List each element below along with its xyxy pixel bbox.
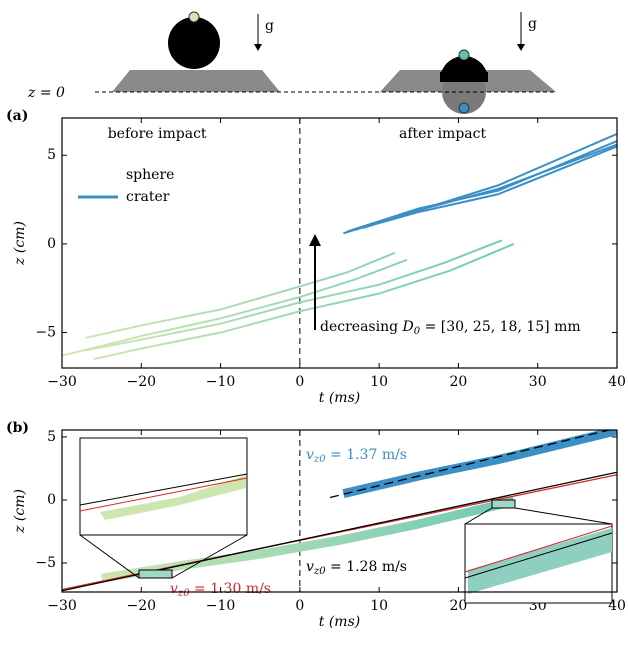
- zoom-connector: [514, 507, 613, 525]
- sphere: [168, 17, 220, 69]
- annotation: decreasing D0 = [30, 25, 18, 15] mm: [320, 319, 581, 337]
- text-part: = 1.37 m/s: [326, 447, 407, 463]
- legend-label: sphere: [126, 167, 174, 183]
- math-var: v: [306, 447, 314, 463]
- x-tick-label: 20: [450, 374, 468, 390]
- annotation: vz0 = 1.28 m/s: [306, 559, 407, 577]
- x-tick-label: −20: [127, 374, 157, 390]
- zoom-box: [138, 569, 173, 579]
- zoom-connector: [171, 534, 248, 579]
- panel-label: (b): [6, 420, 29, 436]
- inset-line: [464, 525, 613, 573]
- subscript: z0: [177, 588, 190, 599]
- x-tick-label: −10: [206, 598, 236, 614]
- y-axis-label: z (cm): [12, 489, 28, 534]
- subscript: 0: [414, 326, 421, 337]
- gravity-label: g: [265, 18, 274, 34]
- y-tick-label: 5: [47, 147, 56, 163]
- math-var: v: [170, 581, 178, 597]
- subscript: z0: [313, 566, 326, 577]
- text-part: decreasing: [320, 319, 403, 335]
- data-line: [343, 133, 617, 235]
- zoom-box: [491, 499, 516, 509]
- x-axis-label: t (ms): [319, 614, 360, 630]
- data-line: [342, 430, 617, 499]
- annotation: before impact: [108, 126, 207, 142]
- arrowhead: [309, 234, 321, 246]
- arrowhead: [254, 44, 262, 51]
- y-tick-label: −5: [35, 555, 56, 571]
- x-tick-label: 10: [370, 374, 388, 390]
- inset-line: [79, 477, 248, 512]
- zoom-connector: [79, 534, 140, 579]
- inset-line: [79, 473, 248, 506]
- subscript: z0: [313, 454, 326, 465]
- plot-frame: [61, 429, 618, 593]
- x-tick-label: 20: [450, 598, 468, 614]
- data-line: [362, 143, 617, 229]
- y-tick-label: 5: [47, 429, 56, 445]
- panel-label: (a): [6, 108, 28, 124]
- schematic: g g z = 0: [27, 11, 556, 114]
- x-tick-label: 30: [529, 374, 547, 390]
- data-line: [347, 140, 617, 233]
- text-part: = 1.28 m/s: [326, 559, 407, 575]
- math-var: D: [402, 319, 414, 335]
- x-axis-label: t (ms): [319, 390, 360, 406]
- arrowhead: [517, 44, 525, 51]
- y-axis-label: z (cm): [12, 221, 28, 266]
- annotation: vz0 = 1.30 m/s: [170, 581, 271, 599]
- data-line: [93, 242, 515, 361]
- data-line: [85, 239, 503, 352]
- x-tick-label: 0: [295, 598, 304, 614]
- x-tick-label: −20: [127, 598, 157, 614]
- data-line: [85, 251, 396, 339]
- sphere: [440, 72, 488, 82]
- data-line: [62, 258, 408, 357]
- gravity-label: g: [528, 16, 537, 32]
- tracker: [188, 11, 200, 23]
- legend-label: crater: [126, 189, 170, 205]
- x-tick-label: 0: [295, 374, 304, 390]
- zoom-connector: [464, 507, 493, 525]
- x-tick-label: −10: [206, 374, 236, 390]
- inset-band: [100, 475, 246, 520]
- granular-bed: [112, 70, 280, 92]
- plot-frame: [61, 117, 618, 369]
- x-tick-label: 10: [370, 598, 388, 614]
- origin-label: z = 0: [27, 85, 65, 101]
- text-part: = [30, 25, 18, 15] mm: [420, 319, 581, 335]
- y-tick-label: −5: [35, 325, 56, 341]
- x-tick-label: 40: [608, 598, 626, 614]
- annotation: after impact: [399, 126, 486, 142]
- tracker: [458, 49, 470, 61]
- tracker: [458, 102, 470, 114]
- x-tick-label: −30: [47, 374, 77, 390]
- y-tick-label: 0: [47, 236, 56, 252]
- y-tick-label: 0: [47, 492, 56, 508]
- inset-line: [464, 532, 613, 579]
- data-line: [329, 430, 612, 499]
- math-var: v: [306, 559, 314, 575]
- text-part: = 1.30 m/s: [190, 581, 271, 597]
- annotation: vz0 = 1.37 m/s: [306, 447, 407, 465]
- x-tick-label: 40: [608, 374, 626, 390]
- x-tick-label: −30: [47, 598, 77, 614]
